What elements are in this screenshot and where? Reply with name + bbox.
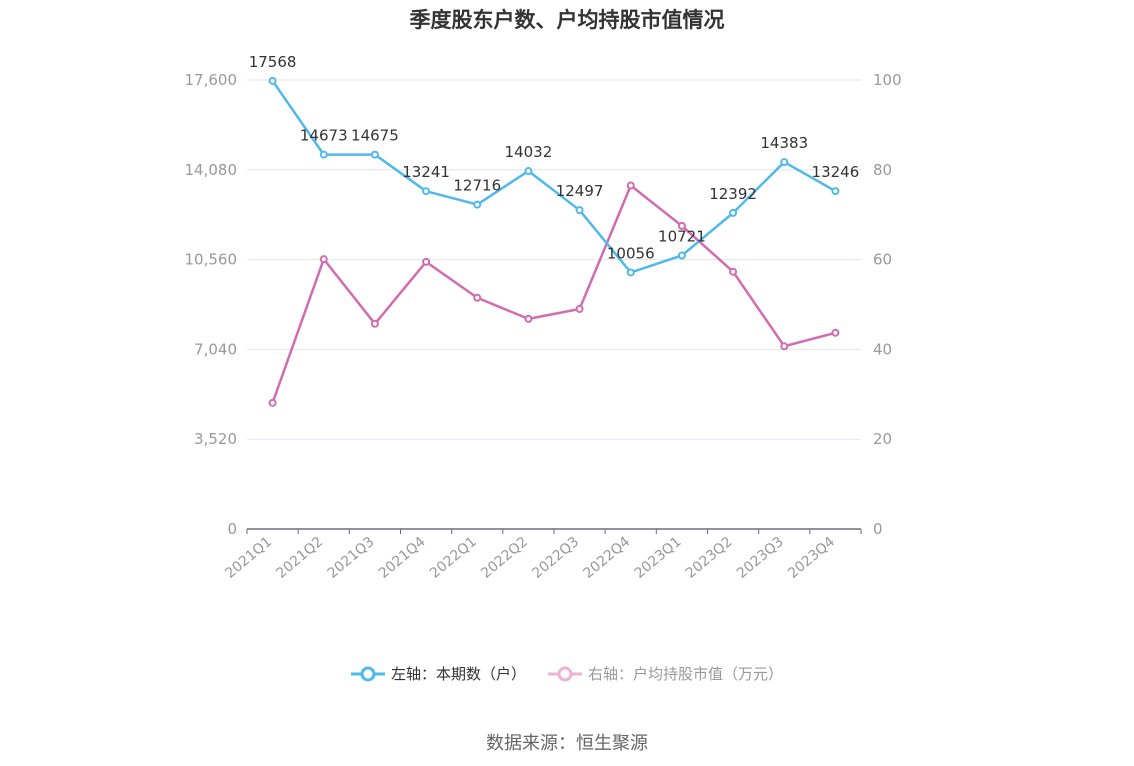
data-point-left [780,158,789,167]
data-label: 10056 [607,244,655,262]
data-point-right [524,314,533,323]
data-point-right [575,304,584,313]
x-tick-label: 2021Q1 [222,534,275,582]
legend-item-left-series[interactable]: 左轴：本期数（户） [350,663,526,684]
data-point-left [626,268,635,277]
data-label: 14675 [351,127,399,145]
data-point-left [370,150,379,159]
gridlines [247,79,861,440]
y-right-tick-label: 80 [873,161,892,179]
data-point-left [319,150,328,159]
data-point-left [729,208,738,217]
x-tick-label: 2021Q2 [273,534,326,582]
data-point-right [626,181,635,190]
data-label: 12497 [556,182,604,200]
legend-line-icon [350,666,385,681]
x-tick-label: 2022Q1 [427,534,480,582]
data-label: 12716 [453,177,501,195]
data-point-right [729,267,738,276]
legend-label-left: 左轴：本期数（户） [390,665,526,683]
data-point-left [831,187,840,196]
data-point-right [780,342,789,351]
data-point-right [473,293,482,302]
data-point-right [677,221,686,230]
legend-item-right-series[interactable]: 右轴：户均持股市值（万元） [548,663,783,684]
chart-title: 季度股东户数、户均持股市值情况 [409,8,725,32]
data-point-left [575,206,584,215]
x-tick-label: 2022Q4 [580,534,633,582]
data-label: 10721 [658,227,706,245]
x-tick-label: 2022Q2 [478,534,531,582]
line-series-left [271,80,837,274]
y-right-tick-label: 0 [873,520,883,538]
data-point-left [268,76,277,85]
data-point-right [831,328,840,337]
line-chart: 0 0 3,520 20 7,040 40 10,560 60 14,080 80 17,600 10… [185,53,902,582]
data-point-right [319,255,328,264]
data-label: 14032 [505,143,553,161]
y-left-tick-label: 10,560 [185,251,238,269]
legend: 左轴：本期数（户） 右轴：户均持股市值（万元） [0,663,1134,684]
data-point-left [473,200,482,209]
data-label: 13241 [402,163,450,181]
data-label: 17568 [249,53,297,71]
source-note: 数据来源：恒生聚源 [486,733,648,754]
data-point-right [268,398,277,407]
y-left-tick-label: 14,080 [185,161,238,179]
data-label: 12392 [709,185,757,203]
data-label: 14673 [300,127,348,145]
x-tick-label: 2023Q1 [632,534,685,582]
y-right-tick-label: 20 [873,430,892,448]
series-lines [268,76,840,407]
data-label: 13246 [812,163,860,181]
data-point-left [677,251,686,260]
legend-line-icon [548,666,582,681]
y-right-tick-label: 60 [873,251,892,269]
line-series-right [271,184,836,404]
x-tick-label: 2021Q3 [325,534,378,582]
data-point-right [370,319,379,328]
y-left-tick-label: 7,040 [194,340,237,358]
y-right-tick-label: 40 [873,340,892,358]
y-left-tick-label: 3,520 [194,430,237,448]
x-tick-label: 2021Q4 [376,534,429,582]
data-point-right [422,257,431,266]
y-right-tick-label: 100 [873,71,902,89]
y-left-tick-label: 17,600 [185,71,238,89]
x-tick-label: 2023Q2 [683,534,736,582]
data-point-left [422,187,431,196]
data-point-left [524,167,533,176]
x-tick-label: 2023Q3 [734,534,787,582]
x-tick-label: 2023Q4 [785,534,838,582]
y-left-tick-label: 0 [227,520,237,538]
x-tick-label: 2022Q3 [529,534,582,582]
legend-label-right: 右轴：户均持股市值（万元） [588,665,784,683]
data-label: 14383 [760,134,808,152]
